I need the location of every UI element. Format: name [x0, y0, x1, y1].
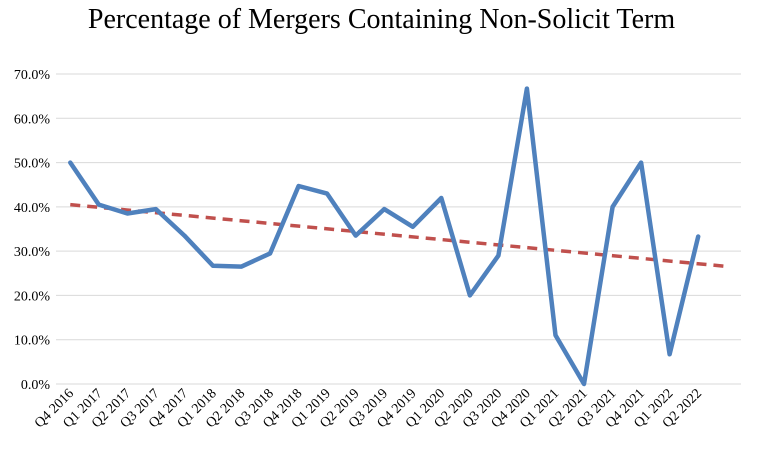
y-tick-label: 40.0% — [14, 201, 51, 216]
data-point — [297, 184, 301, 188]
y-tick-label: 50.0% — [14, 157, 51, 172]
chart-title: Percentage of Mergers Containing Non-Sol… — [87, 4, 676, 35]
data-point — [97, 203, 101, 207]
y-tick-label: 10.0% — [14, 334, 51, 349]
data-point — [382, 207, 386, 211]
data-point — [125, 212, 129, 215]
data-point — [668, 352, 672, 356]
trendline — [70, 202, 730, 269]
data-point — [211, 264, 215, 268]
data-point — [240, 265, 244, 269]
y-tick-label: 70.0% — [14, 68, 51, 83]
y-tick-label: 60.0% — [14, 112, 51, 127]
y-tick-label: 0.0% — [21, 378, 51, 393]
data-point — [182, 234, 186, 238]
data-point — [68, 161, 72, 165]
data-point — [553, 333, 557, 337]
y-tick-label: 20.0% — [14, 289, 51, 304]
data-point — [154, 207, 158, 211]
data-point — [496, 254, 500, 258]
data-point — [611, 205, 615, 209]
data-point — [468, 293, 472, 297]
data-point — [639, 161, 643, 165]
data-point — [439, 196, 443, 200]
data-point — [582, 382, 586, 386]
y-tick-label: 30.0% — [14, 245, 51, 260]
data-point — [411, 225, 415, 229]
data-point — [325, 192, 329, 196]
data-point — [268, 251, 272, 255]
data-point — [696, 235, 700, 239]
data-point — [354, 234, 358, 238]
data-point — [525, 87, 529, 91]
